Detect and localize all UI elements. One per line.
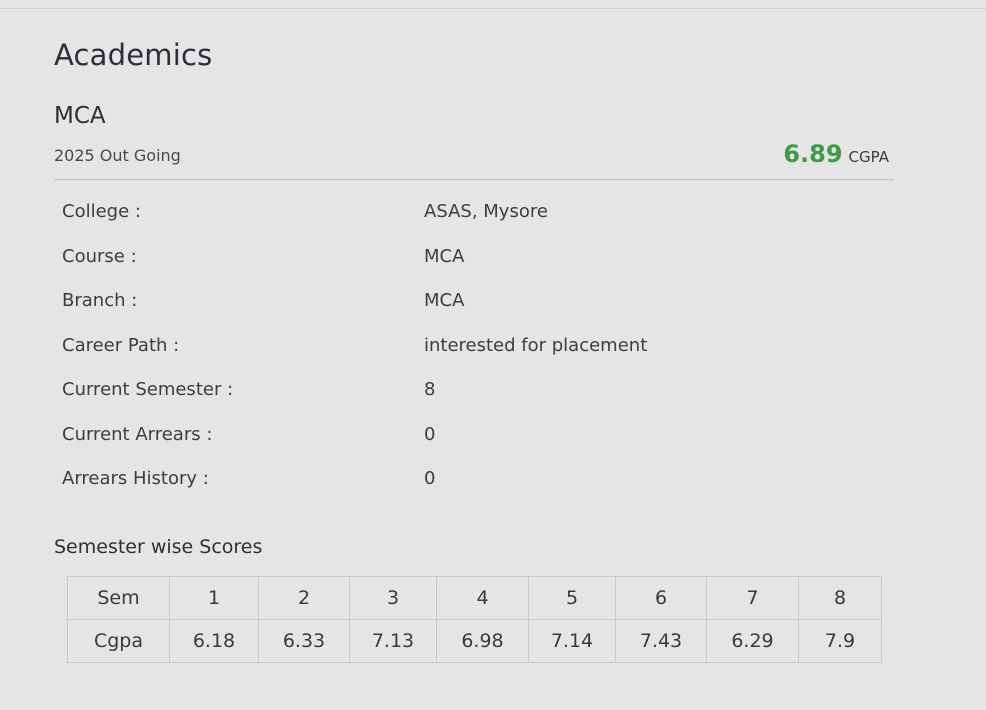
sem-number-cell: 2 — [258, 576, 350, 620]
cgpa-cell: 6.33 — [258, 619, 350, 663]
semester-scores-title: Semester wise Scores — [54, 536, 263, 558]
detail-row-college: College : ASAS, Mysore — [62, 201, 822, 227]
summary-divider — [54, 179, 894, 180]
sem-number-cell: 5 — [528, 576, 616, 620]
detail-label: Current Arrears : — [62, 424, 213, 445]
detail-value: 0 — [424, 424, 436, 445]
table-row-sem: Sem 1 2 3 4 5 6 7 8 — [67, 576, 882, 620]
detail-value: MCA — [424, 290, 465, 311]
detail-label: College : — [62, 201, 141, 222]
sem-number-cell: 1 — [169, 576, 259, 620]
row-header-cgpa: Cgpa — [67, 619, 170, 663]
detail-row-branch: Branch : MCA — [62, 290, 822, 316]
detail-value: MCA — [424, 246, 465, 267]
detail-row-career-path: Career Path : interested for placement — [62, 335, 822, 361]
cgpa-cell: 7.43 — [615, 619, 707, 663]
sem-number-cell: 6 — [615, 576, 707, 620]
semester-scores-table: Sem 1 2 3 4 5 6 7 8 Cgpa 6.18 6.33 7.13 … — [67, 576, 882, 663]
cgpa-summary: 6.89 CGPA — [783, 140, 889, 168]
cgpa-cell: 6.18 — [169, 619, 259, 663]
detail-value: 0 — [424, 468, 436, 489]
detail-value: 8 — [424, 379, 436, 400]
detail-label: Career Path : — [62, 335, 180, 356]
cgpa-cell: 6.29 — [706, 619, 799, 663]
cgpa-label: CGPA — [848, 148, 889, 166]
detail-label: Branch : — [62, 290, 138, 311]
detail-row-arrears-history: Arrears History : 0 — [62, 468, 822, 494]
cgpa-value: 6.89 — [783, 140, 843, 168]
batch-label: 2025 Out Going — [54, 146, 181, 165]
sem-number-cell: 3 — [349, 576, 437, 620]
detail-row-course: Course : MCA — [62, 246, 822, 272]
row-header-sem: Sem — [67, 576, 170, 620]
detail-row-current-semester: Current Semester : 8 — [62, 379, 822, 405]
sem-number-cell: 8 — [798, 576, 882, 620]
cgpa-cell: 6.98 — [436, 619, 529, 663]
cgpa-cell: 7.14 — [528, 619, 616, 663]
table-row-cgpa: Cgpa 6.18 6.33 7.13 6.98 7.14 7.43 6.29 … — [67, 619, 882, 663]
sem-number-cell: 7 — [706, 576, 799, 620]
section-title: Academics — [54, 38, 213, 72]
detail-label: Arrears History : — [62, 468, 209, 489]
detail-row-current-arrears: Current Arrears : 0 — [62, 424, 822, 450]
degree-name: MCA — [54, 103, 106, 129]
detail-label: Course : — [62, 246, 137, 267]
sem-number-cell: 4 — [436, 576, 529, 620]
cgpa-cell: 7.13 — [349, 619, 437, 663]
detail-value: interested for placement — [424, 335, 648, 356]
detail-value: ASAS, Mysore — [424, 201, 548, 222]
top-divider — [0, 8, 986, 9]
detail-label: Current Semester : — [62, 379, 234, 400]
cgpa-cell: 7.9 — [798, 619, 882, 663]
